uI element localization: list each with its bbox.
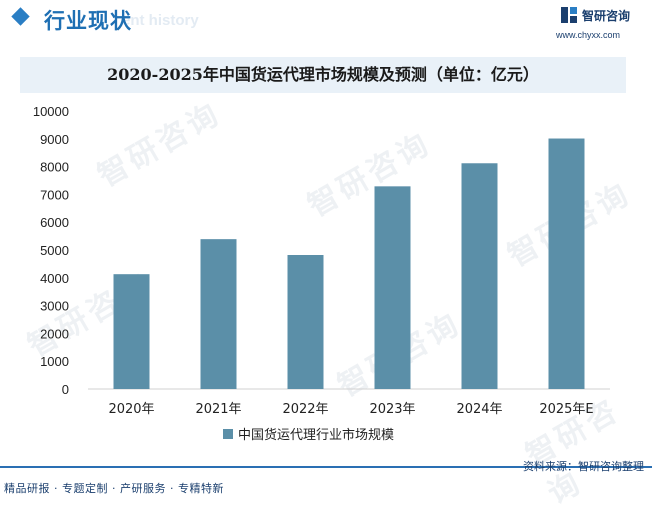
x-tick-label: 2021年 (195, 402, 241, 417)
y-tick-label: 4000 (40, 271, 69, 286)
bar (461, 163, 498, 389)
bar (200, 239, 237, 389)
page-header: ent history 行业现状 智研咨询 www.chyxx.com (0, 0, 652, 42)
x-tick-label: 2020年 (108, 402, 154, 417)
bar (287, 255, 324, 389)
header-subtitle: ent history (122, 12, 199, 29)
section-title: 行业现状 (44, 9, 132, 33)
y-tick-label: 8000 (40, 160, 69, 175)
x-tick-label: 2023年 (369, 402, 415, 417)
legend-swatch (223, 429, 233, 439)
source-note: 资料来源：智研咨询整理 (523, 460, 644, 473)
y-tick-label: 0 (62, 382, 69, 397)
legend-label: 中国货运代理行业市场规模 (238, 427, 394, 443)
y-tick-label: 10000 (33, 104, 69, 119)
brand-name: 智研咨询 (582, 9, 631, 23)
y-tick-label: 2000 (40, 326, 69, 341)
chart-title: 2020-2025年中国货运代理市场规模及预测（单位：亿元） (20, 57, 626, 93)
y-tick-label: 5000 (40, 243, 69, 258)
x-tick-label: 2025年E (539, 402, 593, 417)
x-tick-label: 2024年 (456, 402, 502, 417)
y-tick-label: 3000 (40, 299, 69, 314)
bar-chart: 0 1000 2000 3000 4000 5000 6000 7000 8000 9000 100… (33, 104, 610, 443)
y-tick-label: 6000 (40, 215, 69, 230)
bar (113, 274, 150, 389)
x-tick-label: 2022年 (282, 402, 328, 417)
bar (374, 186, 411, 389)
bar (548, 138, 585, 389)
y-tick-label: 7000 (40, 187, 69, 202)
divider-line (0, 466, 652, 468)
brand-url: www.chyxx.com (556, 30, 621, 40)
y-tick-label: 9000 (40, 132, 69, 147)
diamond-icon (11, 7, 30, 26)
brand-logo-icon (561, 7, 577, 23)
footer-tagline: 精品研报 · 专题定制 · 产研服务 · 专精特新 (4, 482, 224, 495)
y-tick-label: 1000 (40, 354, 69, 369)
